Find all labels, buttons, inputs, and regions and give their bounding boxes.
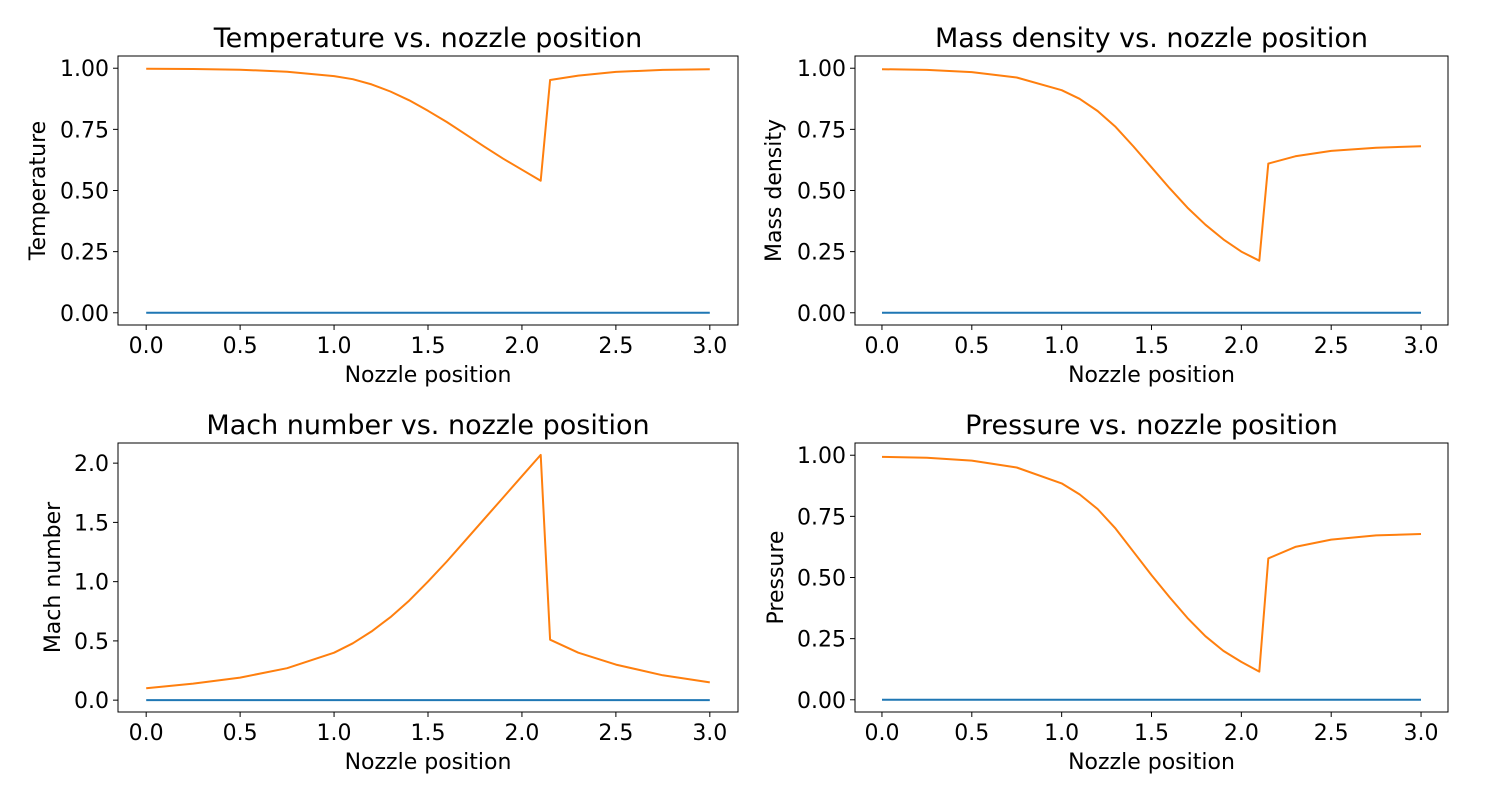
profile-series-line xyxy=(881,68,1422,262)
y-tick-label: 1.00 xyxy=(60,57,109,82)
y-axis-label: Pressure xyxy=(764,531,789,625)
profile-series-line xyxy=(146,67,710,182)
ticks: 0.0 0.5 1.0 1.5 2.0 2.5 3.0 0.00 0.25 0.50 0.75 1.0… xyxy=(797,444,1439,746)
x-tick-label: 0.5 xyxy=(954,721,989,746)
x-tick-label: 3.0 xyxy=(692,334,727,359)
x-tick-label: 2.0 xyxy=(1224,721,1259,746)
y-tick-label: 0.75 xyxy=(797,505,846,530)
x-tick-label: 3.0 xyxy=(692,721,727,746)
x-tick-label: 0.0 xyxy=(129,334,164,359)
series-lines xyxy=(146,67,710,314)
mach-number-panel: Mach number vs. nozzle position Nozzle p… xyxy=(41,410,739,775)
x-tick-label: 1.5 xyxy=(411,334,446,359)
series-lines xyxy=(881,68,1422,314)
x-axis-label: Nozzle position xyxy=(345,750,512,775)
x-tick-label: 3.0 xyxy=(1404,721,1439,746)
y-axis-label: Mach number xyxy=(41,501,66,653)
y-tick-label: 0.75 xyxy=(797,118,846,143)
y-tick-label: 0.00 xyxy=(797,689,846,714)
x-tick-label: 1.0 xyxy=(317,334,352,359)
y-tick-label: 0.00 xyxy=(60,302,109,327)
y-tick-label: 1.0 xyxy=(74,571,109,596)
y-tick-label: 0.50 xyxy=(797,180,846,205)
x-tick-label: 2.0 xyxy=(1224,334,1259,359)
plot-frame xyxy=(117,442,739,713)
x-tick-label: 2.5 xyxy=(598,721,633,746)
y-tick-label: 1.00 xyxy=(797,444,846,469)
y-tick-label: 0.50 xyxy=(797,567,846,592)
y-axis-label: Temperature xyxy=(26,121,51,261)
x-tick-label: 0.0 xyxy=(864,334,899,359)
x-axis-label: Nozzle position xyxy=(1068,363,1235,388)
y-tick-label: 0.25 xyxy=(60,241,109,266)
x-tick-label: 0.5 xyxy=(223,334,258,359)
series-lines xyxy=(881,455,1422,701)
x-tick-label: 0.0 xyxy=(864,721,899,746)
ticks: 0.0 0.5 1.0 1.5 2.0 2.5 3.0 0.00 0.25 0.50 0.75 1.0… xyxy=(797,57,1439,359)
y-tick-label: 0.25 xyxy=(797,241,846,266)
y-axis-label: Mass density xyxy=(762,119,787,262)
profile-series-line xyxy=(146,453,710,690)
x-tick-label: 2.0 xyxy=(504,721,539,746)
x-tick-label: 1.0 xyxy=(1044,721,1079,746)
x-tick-label: 0.0 xyxy=(129,721,164,746)
x-tick-label: 0.5 xyxy=(954,334,989,359)
y-tick-label: 0.75 xyxy=(60,118,109,143)
y-tick-label: 0.5 xyxy=(74,630,109,655)
y-tick-label: 1.5 xyxy=(74,511,109,536)
plot-frame xyxy=(854,55,1449,326)
x-tick-label: 0.5 xyxy=(223,721,258,746)
plot-frame xyxy=(854,442,1449,713)
profile-series-line xyxy=(881,455,1422,673)
temperature-panel: Temperature vs. nozzle position Nozzle p… xyxy=(26,23,739,388)
series-lines xyxy=(146,453,710,702)
x-tick-label: 1.5 xyxy=(1134,721,1169,746)
x-tick-label: 3.0 xyxy=(1404,334,1439,359)
x-tick-label: 1.0 xyxy=(317,721,352,746)
y-tick-label: 2.0 xyxy=(74,452,109,477)
x-tick-label: 1.5 xyxy=(1134,334,1169,359)
pressure-panel: Pressure vs. nozzle position Nozzle posi… xyxy=(764,410,1449,775)
y-tick-label: 1.00 xyxy=(797,57,846,82)
y-tick-label: 0.0 xyxy=(74,689,109,714)
x-tick-label: 2.5 xyxy=(1314,334,1349,359)
panel-title: Pressure vs. nozzle position xyxy=(965,410,1338,441)
x-axis-label: Nozzle position xyxy=(345,363,512,388)
x-tick-label: 1.0 xyxy=(1044,334,1079,359)
panel-title: Mass density vs. nozzle position xyxy=(935,23,1368,54)
y-tick-label: 0.50 xyxy=(60,180,109,205)
x-tick-label: 1.5 xyxy=(411,721,446,746)
x-axis-label: Nozzle position xyxy=(1068,750,1235,775)
panel-title: Mach number vs. nozzle position xyxy=(206,410,649,441)
ticks: 0.0 0.5 1.0 1.5 2.0 2.5 3.0 0.0 0.5 1.0 1.5 2.0 xyxy=(74,452,727,746)
y-tick-label: 0.25 xyxy=(797,628,846,653)
plot-frame xyxy=(117,55,739,326)
mass-density-panel: Mass density vs. nozzle position Nozzle … xyxy=(762,23,1449,388)
x-tick-label: 2.0 xyxy=(504,334,539,359)
y-tick-label: 0.00 xyxy=(797,302,846,327)
panel-title: Temperature vs. nozzle position xyxy=(213,23,642,54)
ticks: 0.0 0.5 1.0 1.5 2.0 2.5 3.0 0.00 0.25 0.50 0.75 1.0… xyxy=(60,57,727,359)
x-tick-label: 2.5 xyxy=(598,334,633,359)
x-tick-label: 2.5 xyxy=(1314,721,1349,746)
